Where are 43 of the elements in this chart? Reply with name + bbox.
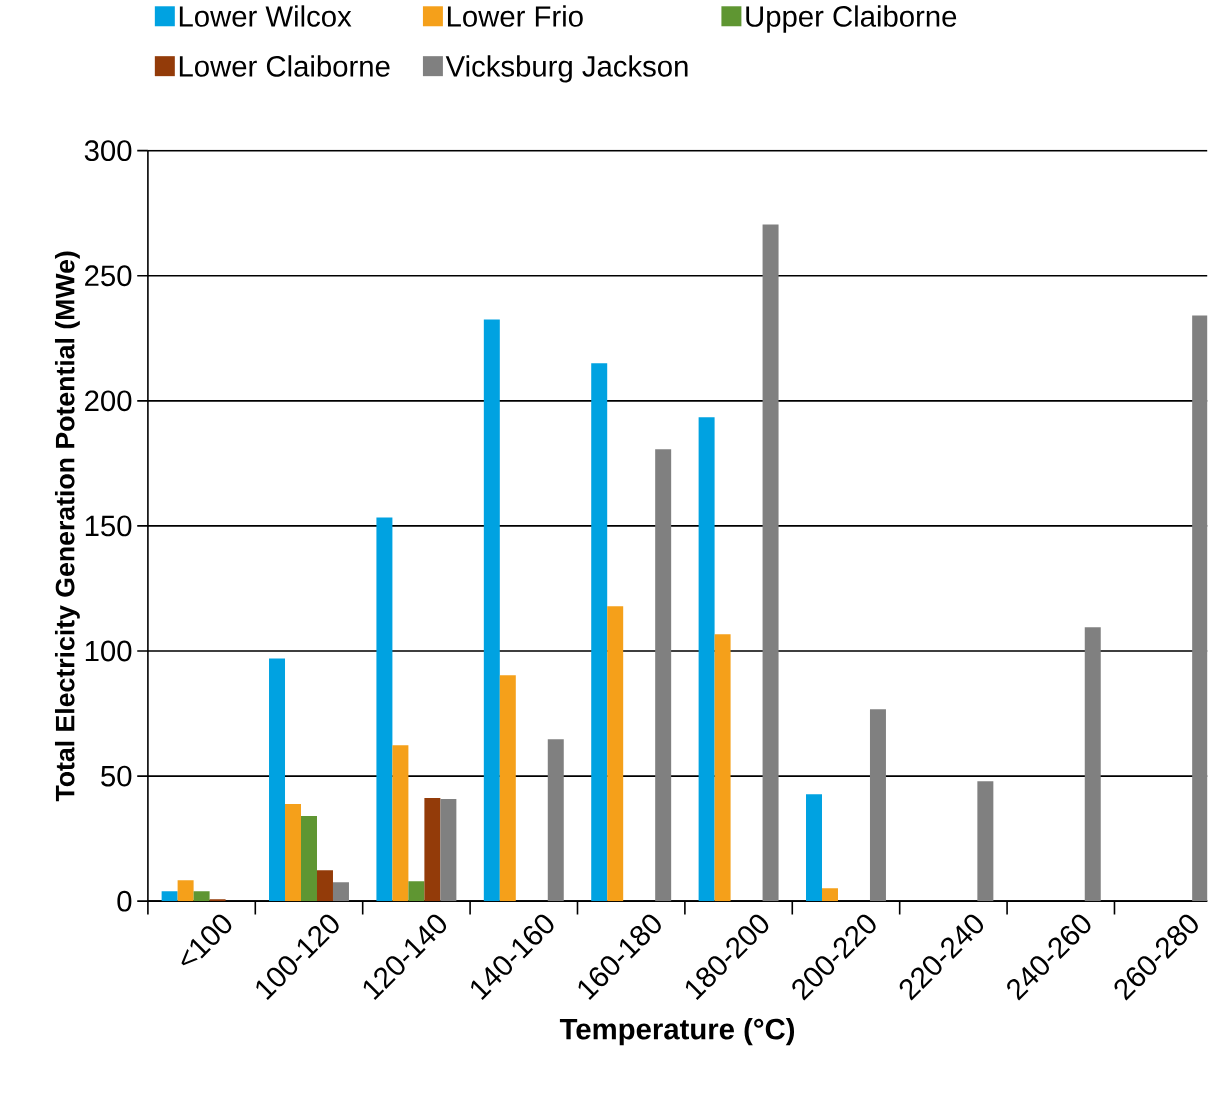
y-tick-label: 250 [85, 265, 132, 287]
bar [161, 891, 178, 902]
bar [714, 634, 731, 902]
bar [1192, 315, 1208, 902]
bar [499, 675, 516, 902]
bar [591, 363, 608, 902]
y-tick-label: 100 [85, 640, 132, 662]
legend-label: Upper Claiborne [746, 5, 957, 33]
bar [869, 709, 886, 902]
y-tick-label: 300 [84, 140, 132, 162]
bar [392, 745, 409, 902]
bar [977, 781, 994, 902]
bar [408, 881, 425, 902]
bar [440, 799, 457, 902]
y-tick-label: 0 [117, 890, 132, 912]
bar [285, 804, 302, 902]
bar [698, 417, 715, 902]
bar [547, 739, 564, 902]
bar [301, 816, 317, 902]
bar [193, 891, 210, 902]
bar [822, 888, 838, 902]
bar [483, 319, 500, 902]
bar [269, 658, 286, 902]
bar [376, 517, 393, 902]
legend-label: Lower Claiborne [179, 55, 390, 77]
bar [424, 798, 441, 902]
x-axis-title: Temperature (°C) [559, 1017, 795, 1046]
bar [607, 606, 624, 902]
bar [316, 870, 333, 902]
y-tick-label: 50 [101, 765, 132, 787]
bar [332, 882, 349, 902]
bar [177, 880, 194, 902]
legend-label: Vicksburg Jackson [445, 55, 688, 83]
bar [209, 899, 226, 902]
bar [655, 449, 672, 902]
legend-label: Lower Wilcox [179, 5, 352, 27]
y-axis-title: Total Electricity Generation Potential (MWe) [54, 251, 80, 802]
bar [1084, 627, 1101, 902]
bar [762, 224, 779, 902]
y-tick-label: 150 [85, 515, 132, 537]
y-tick-label: 200 [85, 390, 132, 412]
legend-label: Lower Frio [447, 5, 583, 27]
bar [806, 794, 822, 902]
